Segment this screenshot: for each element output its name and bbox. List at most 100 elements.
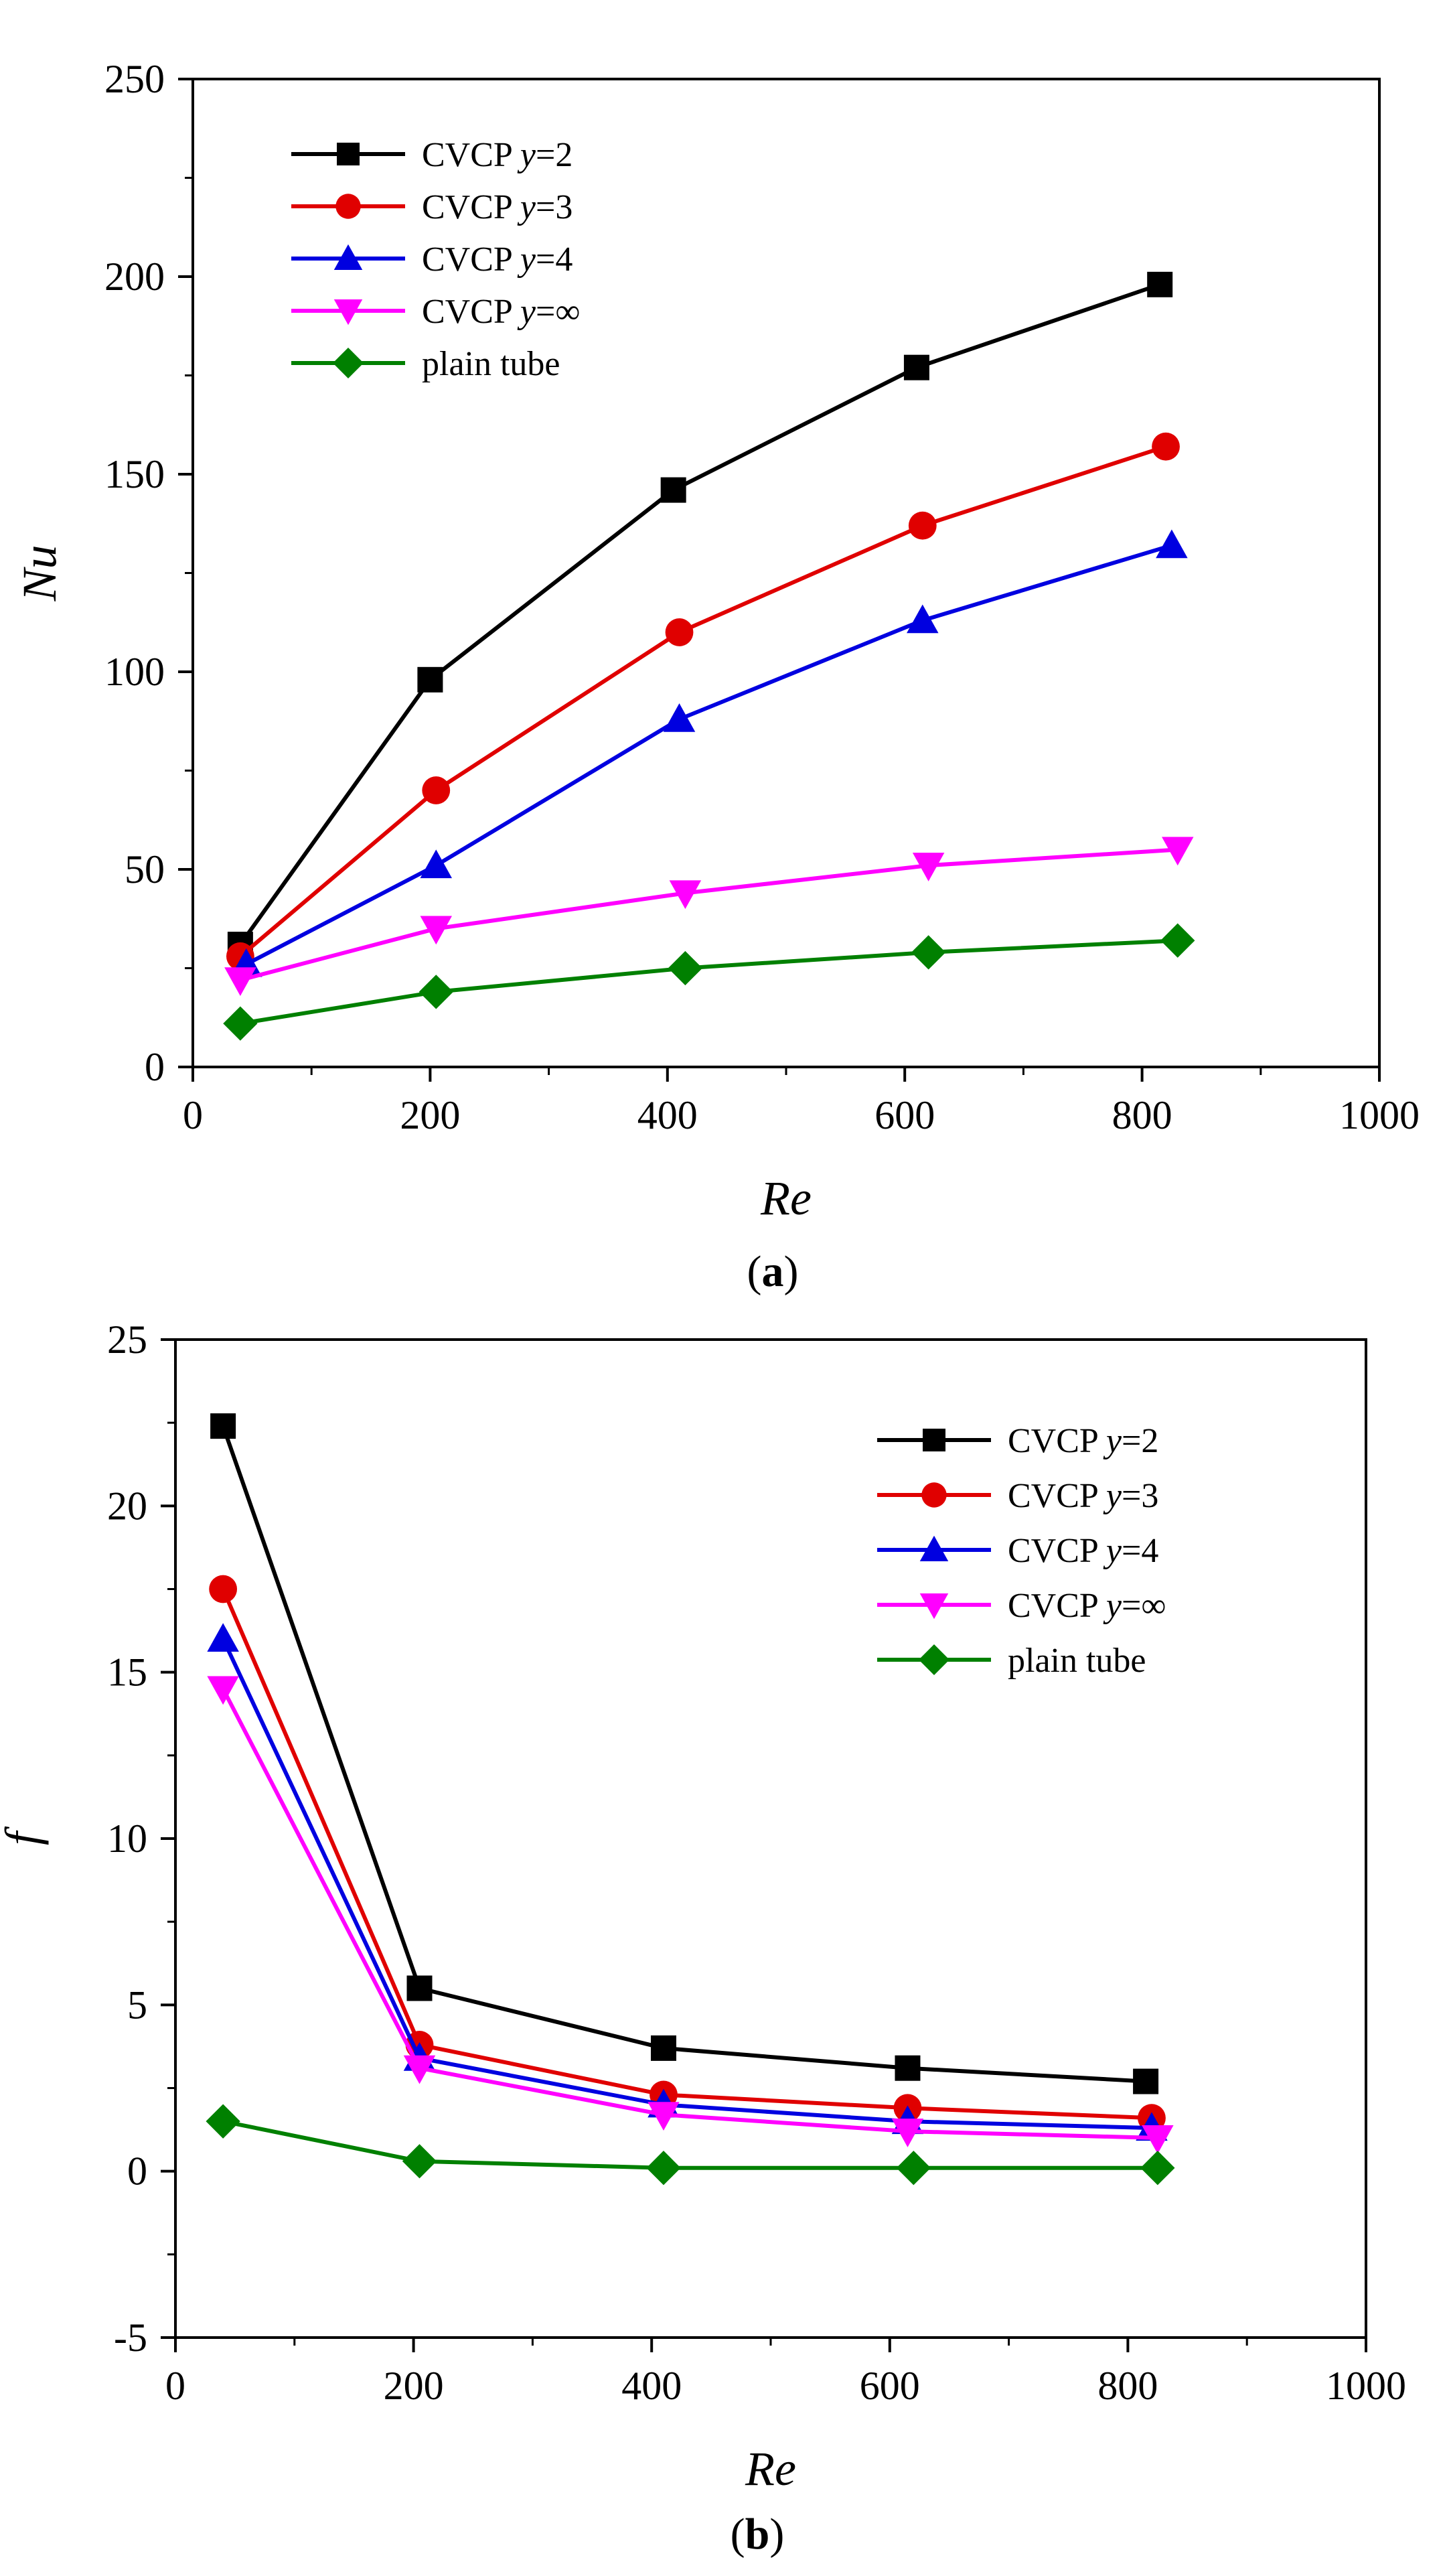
panel-label-letter: a bbox=[762, 1247, 784, 1296]
series-triangle-down bbox=[224, 837, 1194, 996]
x-tick-label: 1000 bbox=[1339, 1093, 1420, 1137]
panel-label: (b) bbox=[731, 2510, 785, 2559]
x-tick-label: 600 bbox=[860, 2364, 920, 2408]
legend-item: CVCP y=4 bbox=[291, 240, 573, 279]
legend-item: CVCP y=2 bbox=[291, 136, 573, 174]
legend-label-variable: y bbox=[517, 293, 536, 331]
data-point-triangle-down bbox=[1142, 2125, 1174, 2154]
legend-label-variable: y bbox=[517, 240, 536, 279]
panel-label-letter: b bbox=[745, 2510, 770, 2559]
series-line bbox=[221, 1638, 1152, 2131]
legend-label-suffix: =∞ bbox=[536, 293, 580, 331]
legend-label: plain tube bbox=[1008, 1642, 1146, 1680]
plot-frame bbox=[174, 1338, 1367, 2339]
legend-swatch-square bbox=[923, 1429, 945, 1451]
legend-label-prefix: CVCP bbox=[1008, 1422, 1106, 1460]
data-point-square bbox=[1147, 271, 1173, 297]
data-point-triangle-down bbox=[669, 880, 702, 910]
series-diamond bbox=[206, 2104, 1175, 2186]
panel-label-open: ( bbox=[731, 2510, 745, 2559]
x-axis-title: Re bbox=[745, 2442, 796, 2496]
legend-label-suffix: =3 bbox=[1122, 1477, 1158, 1515]
legend-label: CVCP y=4 bbox=[1008, 1532, 1158, 1570]
y-tick-label: 25 bbox=[107, 1317, 147, 1362]
data-point-triangle-up bbox=[907, 604, 939, 634]
x-tick-label: 200 bbox=[400, 1093, 460, 1137]
data-point-diamond bbox=[1140, 2151, 1175, 2186]
series-circle bbox=[226, 432, 1180, 971]
legend-label-suffix: =4 bbox=[1122, 1532, 1158, 1570]
data-point-square bbox=[1133, 2068, 1159, 2094]
data-point-diamond bbox=[896, 2151, 931, 2186]
series-line bbox=[221, 1425, 1146, 2084]
legend-label-prefix: plain tube bbox=[1008, 1642, 1146, 1680]
x-tick-label: 0 bbox=[165, 2364, 185, 2408]
data-point-square bbox=[660, 477, 686, 503]
data-point-square bbox=[650, 2035, 676, 2061]
y-tick-label: 150 bbox=[104, 452, 165, 496]
data-point-triangle-down bbox=[420, 916, 453, 945]
data-point-circle bbox=[209, 1575, 238, 1603]
data-point-diamond bbox=[911, 935, 946, 970]
y-tick-label: 200 bbox=[104, 255, 165, 299]
data-point-diamond bbox=[402, 2144, 437, 2179]
legend-item: CVCP y=∞ bbox=[291, 293, 580, 331]
legend-label-variable: y bbox=[1103, 1477, 1122, 1515]
panel-label: (a) bbox=[747, 1247, 799, 1296]
legend-label: CVCP y=2 bbox=[1008, 1422, 1158, 1460]
y-tick-label: 250 bbox=[104, 57, 165, 101]
y-tick-label: 15 bbox=[107, 1650, 147, 1695]
data-point-triangle-down bbox=[891, 2119, 924, 2147]
legend-swatch-triangle-up bbox=[333, 244, 363, 270]
legend-label-prefix: plain tube bbox=[422, 345, 560, 383]
legend-label: CVCP y=3 bbox=[422, 188, 573, 226]
y-tick-label: 5 bbox=[127, 1983, 147, 2027]
data-point-triangle-down bbox=[648, 2102, 680, 2131]
legend-swatch-triangle-up bbox=[919, 1535, 949, 1561]
data-point-diamond bbox=[223, 1006, 258, 1041]
legend-label-variable: y bbox=[1103, 1587, 1122, 1625]
legend-label: CVCP y=4 bbox=[422, 240, 573, 279]
x-tick-label: 0 bbox=[183, 1093, 203, 1137]
legend-label-prefix: CVCP bbox=[1008, 1587, 1106, 1625]
y-tick-label: 50 bbox=[125, 847, 165, 891]
legend-label-suffix: =2 bbox=[1122, 1422, 1158, 1460]
y-tick-label: 100 bbox=[104, 650, 165, 694]
data-point-triangle-down bbox=[912, 853, 945, 881]
legend-label: CVCP y=2 bbox=[422, 136, 573, 174]
legend-label-suffix: =∞ bbox=[1122, 1587, 1166, 1625]
data-point-triangle-up bbox=[420, 849, 453, 879]
x-tick-label: 400 bbox=[637, 1093, 698, 1137]
x-tick-label: 200 bbox=[384, 2364, 444, 2408]
panel-label-open: ( bbox=[747, 1247, 762, 1296]
data-point-square bbox=[210, 1413, 236, 1439]
data-point-triangle-down bbox=[1162, 837, 1194, 866]
legend-label-prefix: CVCP bbox=[422, 293, 520, 331]
data-point-square bbox=[406, 1975, 433, 2001]
series-line bbox=[238, 282, 1161, 946]
legend-item: CVCP y=4 bbox=[877, 1532, 1158, 1570]
legend-swatch-diamond bbox=[333, 348, 364, 378]
data-point-square bbox=[417, 666, 443, 693]
data-point-diamond bbox=[206, 2104, 240, 2139]
series-line bbox=[222, 2119, 1158, 2170]
legend-swatch-circle bbox=[921, 1482, 947, 1508]
legend-label-variable: y bbox=[517, 188, 536, 226]
legend-label: CVCP y=∞ bbox=[422, 293, 580, 331]
series-diamond bbox=[223, 923, 1195, 1041]
legend-label-prefix: CVCP bbox=[1008, 1532, 1106, 1570]
legend-swatch-triangle-down bbox=[333, 299, 363, 326]
data-point-triangle-up bbox=[1156, 529, 1188, 559]
data-point-square bbox=[895, 2055, 921, 2081]
legend-item: plain tube bbox=[291, 345, 560, 383]
legend-label: CVCP y=∞ bbox=[1008, 1587, 1166, 1625]
y-axis-title: Nu bbox=[13, 545, 66, 601]
data-point-circle bbox=[665, 618, 694, 646]
legend-label-variable: y bbox=[1103, 1422, 1122, 1460]
legend-item: CVCP y=3 bbox=[877, 1477, 1158, 1515]
legend-label-variable: y bbox=[517, 136, 536, 174]
x-tick-label: 800 bbox=[1112, 1093, 1172, 1137]
legend-label-suffix: =2 bbox=[536, 136, 573, 174]
